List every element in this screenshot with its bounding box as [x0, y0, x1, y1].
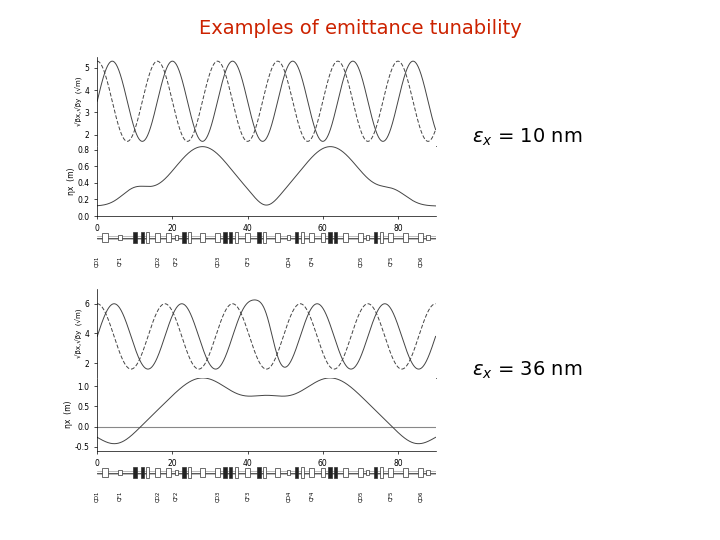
Text: QD6: QD6	[418, 256, 423, 267]
Bar	[215, 468, 220, 477]
Bar	[379, 467, 382, 478]
Bar	[146, 232, 150, 243]
Bar	[301, 467, 304, 478]
Text: QF2: QF2	[174, 491, 179, 501]
Text: $\varepsilon_x$ = 36 nm: $\varepsilon_x$ = 36 nm	[472, 359, 582, 381]
Bar	[146, 467, 150, 478]
Bar	[374, 467, 377, 478]
Bar	[276, 233, 280, 242]
Text: QD6: QD6	[418, 491, 423, 502]
Bar	[403, 233, 408, 242]
Bar	[199, 468, 205, 477]
Bar	[426, 235, 430, 240]
Bar	[335, 467, 338, 478]
Y-axis label: √βx,√βy  (√m): √βx,√βy (√m)	[76, 309, 84, 358]
Bar	[141, 467, 144, 478]
Bar	[287, 470, 290, 475]
Bar	[320, 468, 325, 477]
Bar	[328, 467, 332, 478]
Bar	[223, 467, 227, 478]
Bar	[301, 232, 304, 243]
Bar	[320, 233, 325, 242]
Bar	[235, 232, 238, 243]
Bar	[358, 468, 363, 477]
Y-axis label: ηx  (m): ηx (m)	[67, 167, 76, 194]
Bar	[418, 233, 423, 242]
Text: $\varepsilon_x$ = 10 nm: $\varepsilon_x$ = 10 nm	[472, 127, 582, 148]
Bar	[229, 232, 232, 243]
Bar	[141, 232, 144, 243]
Bar	[328, 232, 332, 243]
Text: QD2: QD2	[155, 491, 160, 502]
Bar	[155, 468, 160, 477]
Text: QF3: QF3	[245, 256, 250, 266]
Text: QF2: QF2	[174, 256, 179, 266]
Bar	[245, 468, 251, 477]
Bar	[181, 232, 186, 243]
Bar	[335, 232, 338, 243]
Bar	[366, 235, 369, 240]
Bar	[118, 470, 122, 475]
Bar	[188, 232, 191, 243]
Bar	[387, 468, 393, 477]
Bar	[418, 468, 423, 477]
Bar	[175, 235, 178, 240]
Bar	[257, 232, 261, 243]
Bar	[133, 232, 137, 243]
Bar	[358, 233, 363, 242]
Text: QF1: QF1	[117, 491, 122, 501]
Bar	[102, 233, 107, 242]
Bar	[366, 470, 369, 475]
Bar	[166, 233, 171, 242]
Bar	[379, 232, 382, 243]
Bar	[403, 468, 408, 477]
Bar	[309, 468, 315, 477]
Text: QD3: QD3	[215, 256, 220, 267]
Bar	[199, 233, 205, 242]
Bar	[263, 467, 266, 478]
Bar	[276, 468, 280, 477]
Bar	[181, 467, 186, 478]
Bar	[343, 233, 348, 242]
Text: QD2: QD2	[155, 256, 160, 267]
Bar	[294, 467, 298, 478]
Text: QF1: QF1	[117, 256, 122, 266]
Text: QF5: QF5	[388, 256, 393, 266]
Bar	[257, 467, 261, 478]
Bar	[188, 467, 191, 478]
Bar	[343, 468, 348, 477]
Bar	[387, 233, 393, 242]
Bar	[215, 233, 220, 242]
Bar	[309, 233, 315, 242]
Bar	[175, 470, 178, 475]
Text: QD4: QD4	[287, 491, 292, 502]
Bar	[229, 467, 232, 478]
Bar	[133, 467, 137, 478]
Bar	[223, 232, 227, 243]
Bar	[294, 232, 298, 243]
Y-axis label: ηx  (m): ηx (m)	[64, 401, 73, 428]
Text: QF4: QF4	[309, 491, 314, 501]
Y-axis label: √βx,√βy  (√m): √βx,√βy (√m)	[76, 77, 84, 126]
Text: QD3: QD3	[215, 491, 220, 502]
Bar	[374, 232, 377, 243]
Bar	[263, 232, 266, 243]
Text: QF3: QF3	[245, 491, 250, 501]
Bar	[166, 468, 171, 477]
Text: QF5: QF5	[388, 491, 393, 501]
Bar	[426, 470, 430, 475]
Text: QD1: QD1	[95, 256, 99, 267]
Text: QF4: QF4	[309, 256, 314, 266]
Text: QD5: QD5	[358, 256, 363, 267]
Bar	[102, 468, 107, 477]
Text: QD5: QD5	[358, 491, 363, 502]
Bar	[118, 235, 122, 240]
Text: Examples of emittance tunability: Examples of emittance tunability	[199, 19, 521, 38]
Text: QD1: QD1	[95, 491, 99, 502]
Text: QD4: QD4	[287, 256, 292, 267]
Bar	[235, 467, 238, 478]
Bar	[155, 233, 160, 242]
Bar	[287, 235, 290, 240]
Bar	[245, 233, 251, 242]
